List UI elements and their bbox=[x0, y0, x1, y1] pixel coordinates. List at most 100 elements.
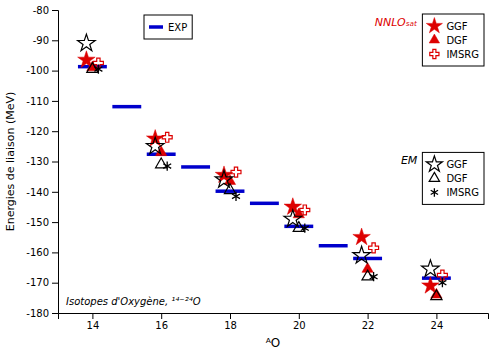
exp-bar bbox=[250, 202, 279, 206]
legend-symbol bbox=[430, 49, 439, 58]
legend-symbol bbox=[431, 188, 438, 196]
y-tick-label: -170 bbox=[26, 277, 49, 288]
series bbox=[78, 67, 451, 278]
x-tick-label: 24 bbox=[431, 320, 444, 331]
legend-symbol bbox=[149, 25, 163, 29]
legend: GGF DGF IMSRG bbox=[422, 14, 484, 66]
y-tick: -180 bbox=[26, 308, 58, 319]
series bbox=[94, 64, 446, 287]
point bbox=[163, 161, 171, 170]
legend-symbol bbox=[426, 18, 442, 33]
y-tick-mark bbox=[52, 131, 58, 132]
point bbox=[301, 224, 309, 233]
x-tick: 18 bbox=[224, 313, 237, 331]
legend-label: GGF bbox=[446, 21, 467, 32]
x-tick: 20 bbox=[293, 313, 306, 331]
point bbox=[431, 290, 442, 300]
legend-label: GGF bbox=[446, 159, 467, 170]
y-tick-label: -150 bbox=[26, 217, 49, 228]
chart-svg: 14 16 18 20 22 24 -180 -170 -160 -150 -140 -130 -120… bbox=[0, 0, 500, 353]
point bbox=[422, 260, 439, 277]
x-tick: 16 bbox=[155, 313, 168, 331]
x-axis: 14 16 18 20 22 24 bbox=[59, 313, 489, 331]
exp-bar bbox=[319, 244, 348, 248]
point bbox=[353, 246, 370, 263]
legend-symbol bbox=[429, 34, 439, 43]
y-tick-label: -140 bbox=[26, 187, 49, 198]
y-axis: -180 -170 -160 -150 -140 -130 -120 -110 -100 -90 -… bbox=[26, 5, 58, 319]
y-tick-mark bbox=[52, 313, 58, 314]
chart-container: 14 16 18 20 22 24 -180 -170 -160 -150 -140 -130 -120… bbox=[0, 0, 500, 353]
y-tick: -160 bbox=[26, 247, 58, 258]
y-tick-mark bbox=[52, 283, 58, 284]
y-tick-mark bbox=[52, 252, 58, 253]
y-tick-mark bbox=[52, 40, 58, 41]
x-tick: 24 bbox=[431, 313, 444, 331]
x-tick-mark bbox=[92, 313, 93, 319]
x-tick: 14 bbox=[87, 313, 100, 331]
x-tick-mark bbox=[368, 313, 369, 319]
point bbox=[94, 64, 102, 73]
x-tick-label: 18 bbox=[224, 320, 237, 331]
legend-title: EM bbox=[401, 154, 418, 167]
y-tick-mark bbox=[52, 222, 58, 223]
y-tick-mark bbox=[52, 101, 58, 102]
point bbox=[156, 158, 167, 168]
y-tick-label: -130 bbox=[26, 156, 49, 167]
y-tick: -100 bbox=[26, 65, 58, 76]
legend-label: IMSRG bbox=[446, 49, 479, 60]
legend-box bbox=[422, 152, 484, 204]
point bbox=[78, 34, 95, 51]
legend-label: EXP bbox=[168, 22, 187, 33]
point bbox=[284, 210, 301, 227]
y-tick: -90 bbox=[33, 35, 58, 46]
plot-area bbox=[78, 34, 451, 299]
series bbox=[78, 34, 439, 276]
y-tick: -130 bbox=[26, 156, 58, 167]
y-tick-label: -180 bbox=[26, 308, 49, 319]
legend-symbol bbox=[426, 156, 442, 171]
x-tick-mark bbox=[161, 313, 162, 319]
point bbox=[370, 272, 378, 281]
legend: EXP bbox=[144, 15, 192, 39]
x-tick-label: 16 bbox=[155, 320, 168, 331]
y-tick: -120 bbox=[26, 126, 58, 137]
point bbox=[231, 167, 241, 177]
y-tick-label: -100 bbox=[26, 65, 49, 76]
y-axis-title: Energies de liaison (MeV) bbox=[4, 92, 17, 232]
x-tick-mark bbox=[230, 313, 231, 319]
point bbox=[146, 137, 163, 154]
y-tick-label: -110 bbox=[26, 96, 49, 107]
y-tick: -140 bbox=[26, 187, 58, 198]
y-tick: -150 bbox=[26, 217, 58, 228]
x-tick-mark bbox=[299, 313, 300, 319]
y-tick-mark bbox=[52, 71, 58, 72]
legend-title: NNLOₛₐₜ bbox=[375, 16, 418, 29]
x-axis-line bbox=[59, 314, 489, 320]
y-tick-label: -90 bbox=[33, 35, 49, 46]
point bbox=[353, 228, 370, 245]
x-tick-label: 14 bbox=[87, 320, 100, 331]
y-tick: -80 bbox=[33, 5, 58, 16]
annotation: Isotopes d'Oxygène, ¹⁴⁻²⁴O bbox=[66, 296, 201, 307]
y-tick: -110 bbox=[26, 96, 58, 107]
x-tick-label: 20 bbox=[293, 320, 306, 331]
legend-label: DGF bbox=[446, 35, 467, 46]
y-tick: -170 bbox=[26, 277, 58, 288]
legend-box bbox=[422, 14, 484, 66]
y-tick-label: -80 bbox=[33, 5, 49, 16]
y-tick-mark bbox=[52, 10, 58, 11]
exp-bar bbox=[181, 165, 210, 169]
series bbox=[87, 63, 442, 300]
x-tick-mark bbox=[436, 313, 437, 319]
y-axis-line bbox=[52, 11, 59, 314]
legend-box bbox=[144, 15, 192, 39]
x-tick: 22 bbox=[362, 313, 375, 331]
exp-bar bbox=[112, 105, 141, 109]
y-tick-mark bbox=[52, 162, 58, 163]
y-tick-label: -160 bbox=[26, 247, 49, 258]
x-tick-label: 22 bbox=[362, 320, 375, 331]
exp-bar bbox=[216, 189, 245, 193]
legend: GGFDGFIMSRG bbox=[422, 152, 484, 204]
point bbox=[162, 132, 172, 142]
